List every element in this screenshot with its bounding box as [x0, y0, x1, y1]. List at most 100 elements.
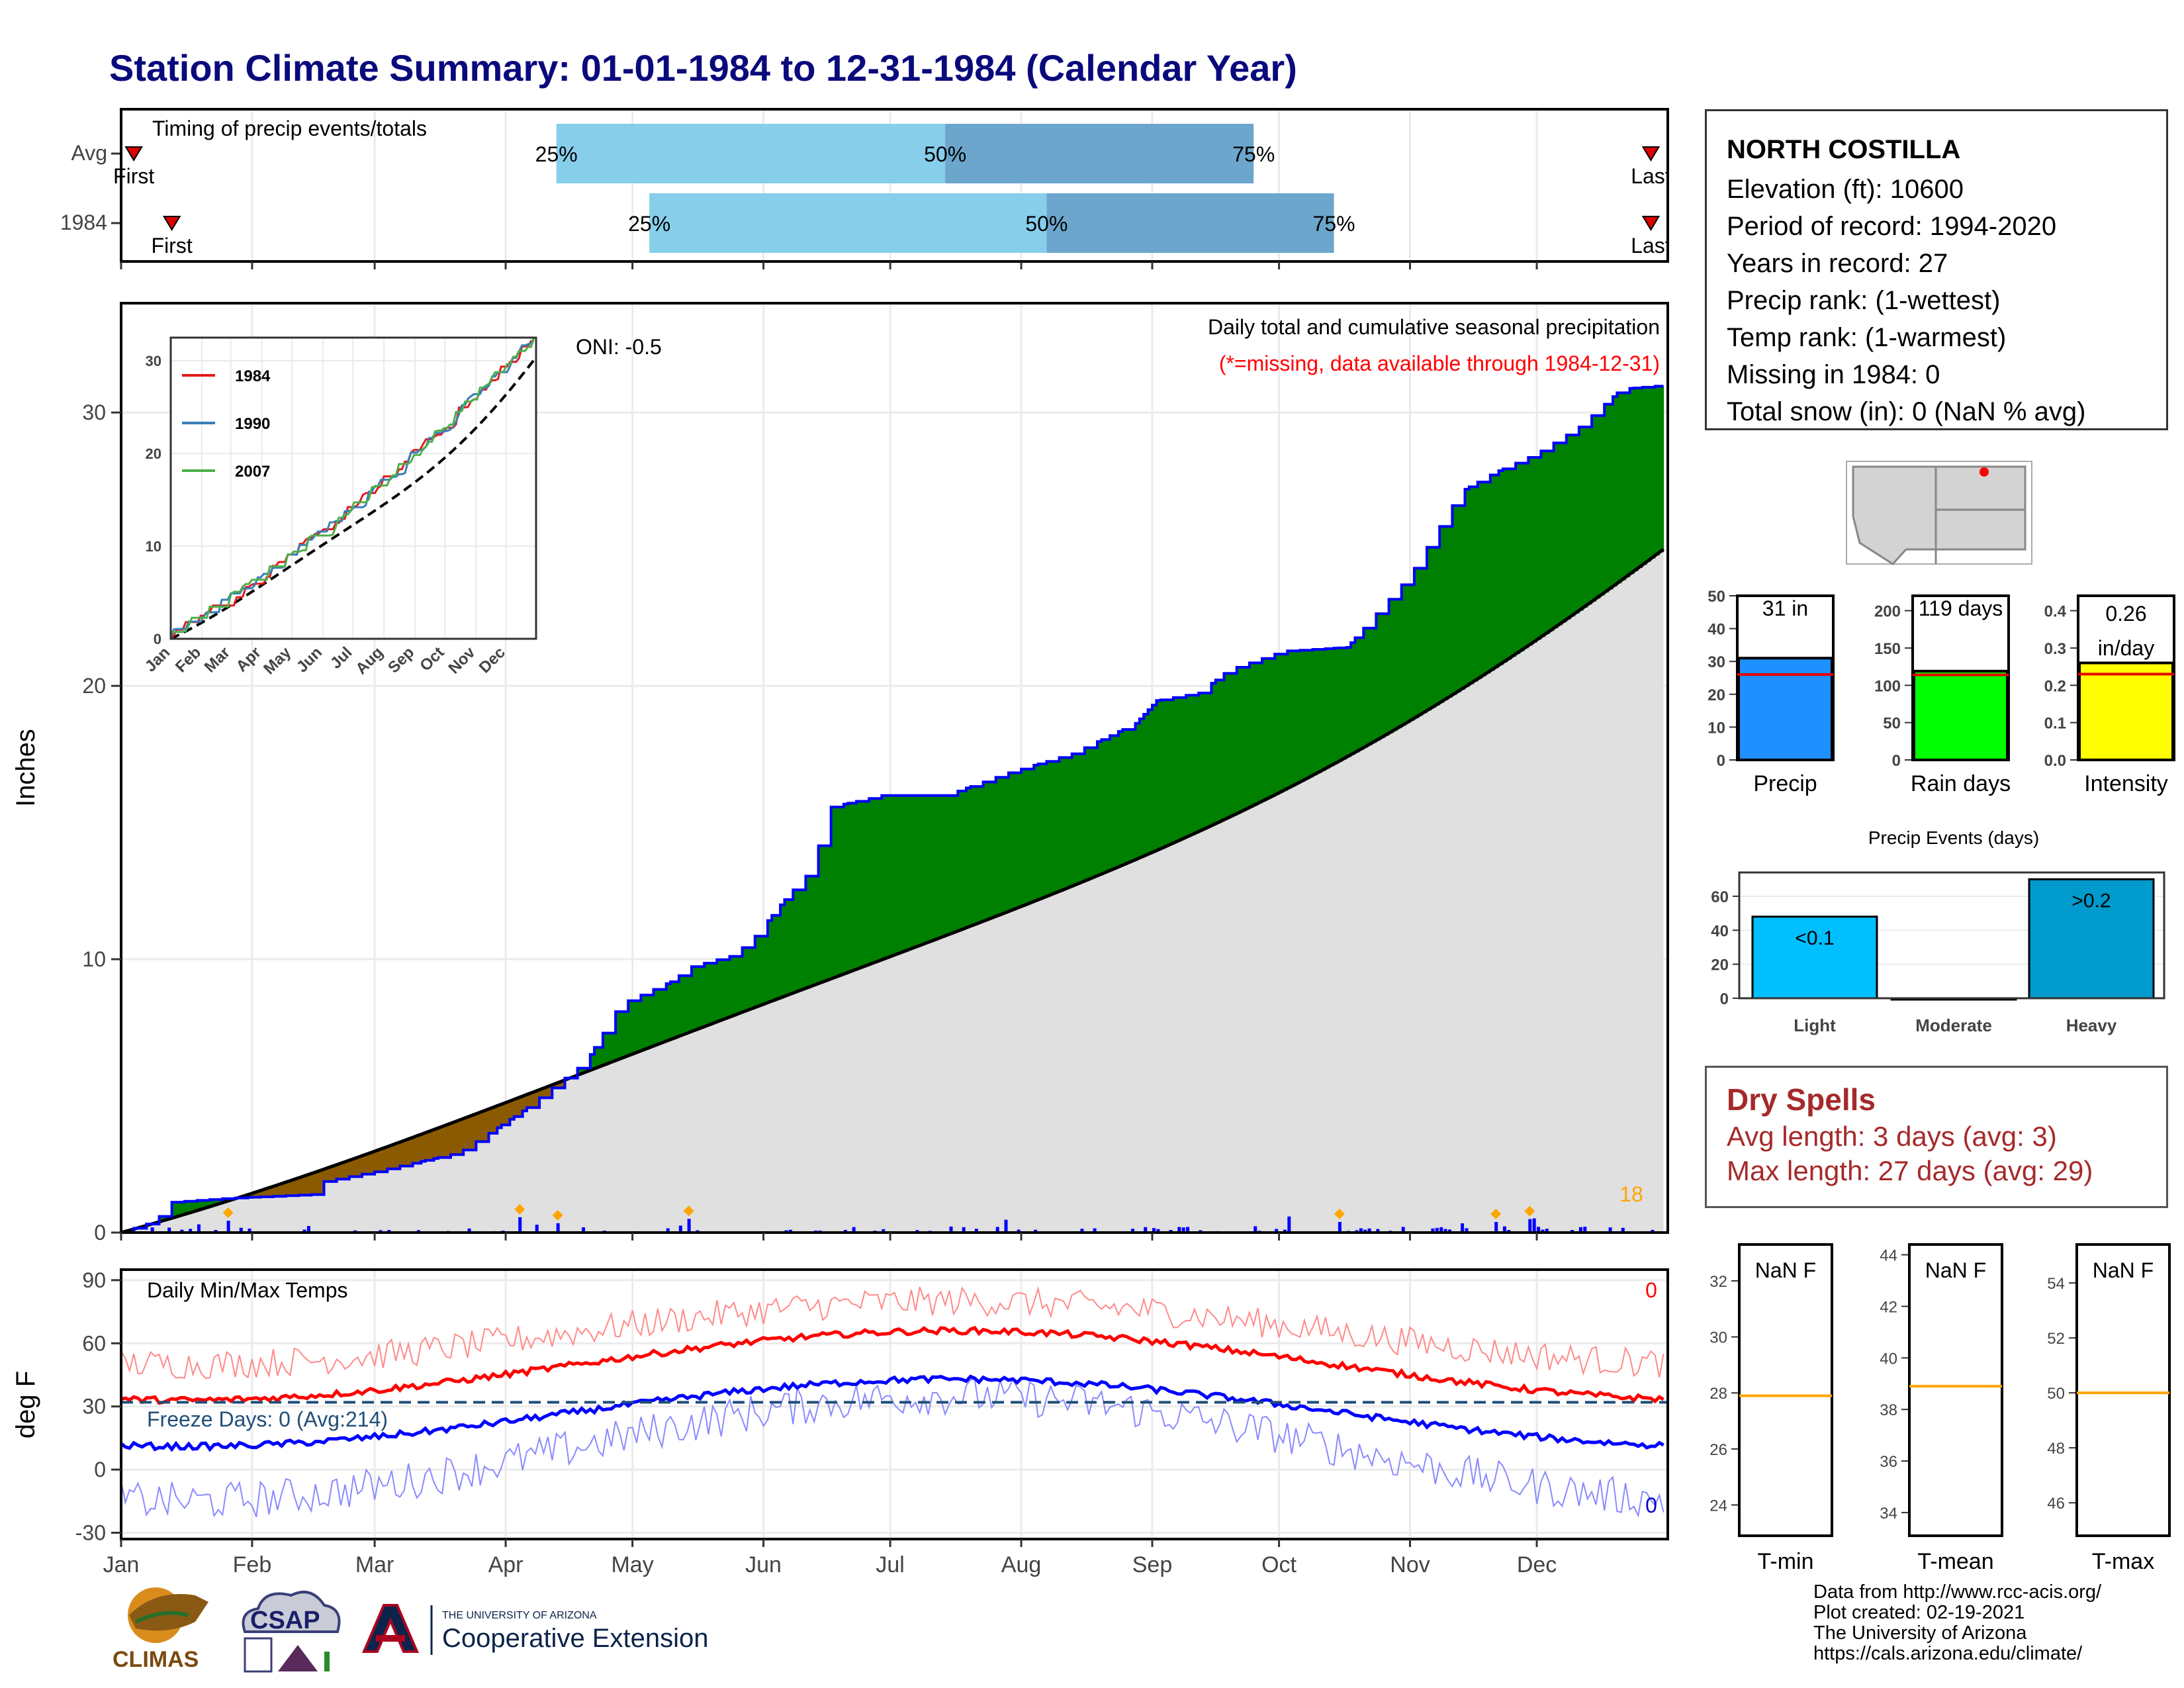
precip-anomaly-bar [856, 801, 862, 970]
precip-anomaly-bar [1562, 443, 1567, 623]
precip-anomaly-bar [1118, 731, 1123, 867]
precip-anomaly-bar [945, 795, 950, 936]
precip-anomaly-bar [391, 1145, 396, 1169]
precip-anomaly-bar [510, 1101, 515, 1119]
precip-anomaly-bar [1190, 695, 1195, 836]
precip-anomaly-bar [873, 798, 878, 963]
precip-anomaly-bar [1388, 599, 1394, 733]
precip-anomaly-bar [1414, 568, 1419, 718]
temp-bar-label: NaN F [2093, 1258, 2154, 1282]
precip-anomaly-bar [1017, 773, 1022, 908]
precip-anomaly-bar [767, 920, 772, 1003]
precip-anomaly-bar [400, 1142, 405, 1166]
precip-anomaly-bar [302, 1176, 308, 1196]
month-label: Dec [1517, 1552, 1557, 1577]
timing-label-last: Last [1631, 234, 1671, 258]
summary-bar-name: Rain days [1911, 771, 2011, 796]
precip-anomaly-bar [1300, 650, 1305, 782]
timing-clip [1669, 109, 1702, 261]
precip-anomaly-bar [1427, 547, 1432, 711]
daily-precip-bar [1131, 1229, 1135, 1233]
daily-precip-bar [882, 1229, 886, 1233]
precip-anomaly-bar [171, 1202, 177, 1219]
temp-y-tick-label: -30 [75, 1521, 106, 1544]
precip-anomaly-bar [492, 1107, 498, 1133]
precip-anomaly-bar [1359, 637, 1364, 751]
precip-anomaly-bar [898, 795, 903, 954]
precip-anomaly-bar [1469, 487, 1474, 684]
precip-anomaly-bar [953, 795, 958, 933]
daily-precip-bar [1363, 1229, 1367, 1233]
precip-anomaly-bar [1097, 741, 1102, 876]
precip-anomaly-bar [793, 890, 798, 994]
precip-anomaly-bar [265, 1189, 270, 1197]
temp-bar-tick-label: 34 [1880, 1505, 1897, 1523]
summary-bar-tick-label: 0.4 [2044, 603, 2067, 621]
summary-bar-tick-label: 0 [1892, 752, 1901, 770]
precip-anomaly-bar [1215, 680, 1220, 824]
timing-label-q75: 75% [1232, 142, 1275, 166]
precip-anomaly-bar [687, 975, 692, 1033]
precip-anomaly-bar [653, 989, 659, 1047]
precip-anomaly-bar [1291, 651, 1297, 786]
summary-bar-name: Intensity [2084, 771, 2168, 796]
summary-bar-tick-label: 200 [1874, 603, 1901, 621]
info-line-snow: Total snow (in): 0 (NaN % avg) [1727, 397, 2086, 426]
daily-precip-bar [788, 1229, 792, 1233]
precip-anomaly-bar [1557, 443, 1563, 626]
precip-anomaly-bar [780, 904, 786, 998]
temp-bar-tick-label: 42 [1880, 1298, 1897, 1316]
precip-anomaly-bar [797, 890, 802, 992]
precip-anomaly-bar [1380, 614, 1385, 738]
precip-anomaly-bar [1249, 663, 1254, 808]
precip-anomaly-bar [712, 963, 717, 1024]
precip-anomaly-bar [1101, 739, 1107, 874]
heavy-event-count: 18 [1619, 1182, 1643, 1206]
events-tick-label: 60 [1711, 888, 1729, 906]
precip-anomaly-bar [514, 1099, 519, 1117]
daily-precip-bar [1541, 1229, 1545, 1233]
temp-bar-tick-label: 52 [2047, 1330, 2065, 1348]
precip-anomaly-bar [1160, 700, 1165, 849]
summary-bar-name: Precip [1753, 771, 1817, 796]
summary-bar-tick-label: 10 [1707, 719, 1725, 737]
precip-anomaly-bar [561, 1081, 566, 1088]
precip-anomaly-bar [1211, 683, 1216, 826]
timing-bar-q50-q75 [945, 124, 1254, 183]
timing-label-q25: 25% [535, 142, 578, 166]
precip-anomaly-bar [1346, 647, 1351, 757]
events-title: Precip Events (days) [1868, 827, 2039, 848]
precip-anomaly-bar [801, 890, 807, 990]
daily-precip-bar [666, 1228, 670, 1233]
precip-anomaly-bar [1498, 471, 1504, 665]
precip-anomaly-bar [189, 1201, 194, 1213]
precip-anomaly-bar [1477, 482, 1482, 679]
dry-spells-box: Dry Spells Avg length: 3 days (avg: 3) M… [1705, 1066, 2168, 1208]
events-bar [2028, 878, 2155, 1000]
precip-anomaly-bar [1262, 658, 1267, 802]
precip-anomaly-bar [1169, 700, 1174, 845]
daily-precip-bar [1502, 1226, 1506, 1233]
precip-anomaly-bar [522, 1096, 527, 1111]
precip-anomaly-bar [1080, 753, 1085, 883]
precip-anomaly-bar [1465, 489, 1470, 687]
precip-anomaly-bar [987, 782, 992, 920]
precip-anomaly-bar [751, 947, 756, 1009]
precip-anomaly-bar [919, 795, 925, 946]
precip-anomaly-bar [784, 899, 790, 997]
precip-anomaly-bar [184, 1201, 189, 1215]
temp-y-tick-label: 60 [82, 1331, 106, 1355]
timing-label-q75: 75% [1313, 212, 1355, 236]
daily-precip-bar [1093, 1228, 1097, 1233]
precip-anomaly-bar [1283, 654, 1288, 791]
station-name: NORTH COSTILLA [1727, 135, 1961, 164]
daily-precip-bar [1156, 1229, 1160, 1233]
precip-anomaly-bar [518, 1098, 523, 1117]
footer-line-created: Plot created: 02-19-2021 [1813, 1602, 2025, 1623]
dry-spells-avg: Avg length: 3 days (avg: 3) [1727, 1121, 2057, 1152]
precip-anomaly-bar [345, 1162, 350, 1180]
daily-precip-bar [1447, 1229, 1451, 1233]
inset-legend-label: 2007 [235, 463, 270, 481]
precip-anomaly-bar [1004, 777, 1009, 914]
precip-anomaly-bar [506, 1102, 511, 1125]
